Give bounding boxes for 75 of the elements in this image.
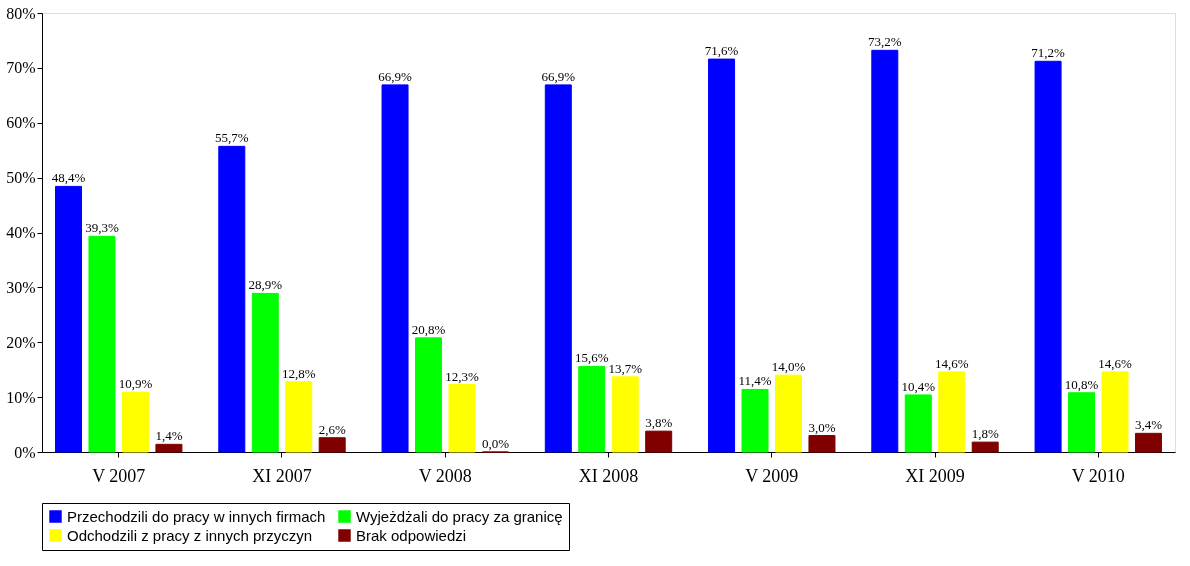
data-label: 12,3% [445, 368, 479, 384]
bar [1034, 60, 1062, 453]
bar [611, 376, 639, 453]
data-label: 0,0% [481, 436, 510, 451]
bar [88, 235, 116, 453]
bar [544, 84, 572, 453]
data-label: 14,0% [771, 359, 806, 375]
x-tick-label: XI 2008 [578, 465, 639, 486]
y-tick-label: 80% [6, 4, 36, 22]
bar [1101, 371, 1129, 453]
data-label: 66,9% [378, 68, 412, 84]
bar [971, 441, 999, 453]
bar [1134, 432, 1162, 453]
bar [285, 381, 313, 453]
y-tick-label: 10% [6, 388, 36, 406]
bar [871, 49, 899, 453]
bar [448, 384, 476, 453]
y-tick-label: 30% [6, 278, 36, 296]
data-label: 71,6% [704, 43, 739, 59]
data-label: 55,7% [214, 130, 249, 146]
data-label: 13,7% [608, 360, 643, 376]
y-tick-label: 50% [6, 169, 36, 187]
bar [155, 443, 183, 453]
bar [904, 394, 932, 453]
data-label: 11,4% [738, 373, 772, 389]
data-label: 10,8% [1064, 376, 1099, 392]
data-label: 71,2% [1031, 45, 1066, 61]
data-label: 3,0% [808, 419, 836, 435]
x-tick-label: XI 2007 [252, 465, 312, 486]
legend-label: Odchodzili z pracy z innych przyczyn [67, 526, 313, 544]
bar [741, 388, 769, 453]
bar [708, 58, 736, 453]
bar [938, 371, 966, 453]
x-tick-label: V 2010 [1071, 465, 1125, 486]
bar [218, 145, 246, 453]
data-label: 20,8% [411, 321, 446, 337]
bar [318, 437, 346, 453]
bar [808, 435, 836, 453]
bar [645, 430, 673, 453]
bar [415, 337, 443, 453]
data-label: 66,9% [541, 68, 576, 84]
legend-label: Wyjeżdżali do pracy za granicę [356, 507, 563, 525]
data-label: 3,4% [1134, 417, 1163, 433]
bar [121, 391, 149, 453]
data-label: 39,3% [85, 220, 119, 236]
bar [578, 365, 606, 453]
x-tick-label: V 2009 [745, 465, 799, 486]
data-label: 2,6% [318, 421, 346, 437]
bar [1068, 392, 1096, 453]
bar [251, 292, 279, 453]
bar [55, 185, 83, 453]
data-label: 28,9% [248, 277, 283, 293]
bar [381, 84, 409, 453]
y-tick-label: 40% [6, 224, 36, 241]
x-tick-label: V 2008 [418, 465, 472, 486]
y-tick-label: 20% [6, 333, 36, 351]
data-label: 10,9% [118, 376, 153, 392]
y-tick-label: 70% [6, 59, 36, 77]
x-tick-label: XI 2009 [905, 465, 965, 486]
data-label: 15,6% [574, 350, 609, 366]
y-tick-label: 60% [6, 114, 36, 132]
data-label: 14,6% [934, 355, 969, 371]
data-label: 1,8% [971, 426, 999, 442]
bar [774, 374, 802, 453]
data-label: 3,8% [645, 415, 673, 431]
data-label: 14,6% [1098, 355, 1132, 371]
data-label: 10,4% [901, 378, 936, 394]
data-label: 73,2% [868, 34, 902, 50]
data-label: 48,4% [51, 170, 86, 186]
data-label: 1,4% [155, 428, 183, 444]
legend-label: Przechodzili do pracy w innych firmach [67, 507, 326, 525]
x-tick-label: V 2007 [92, 465, 146, 486]
y-tick-label: 0% [14, 443, 36, 461]
data-label: 12,8% [281, 365, 316, 381]
legend-label: Brak odpowiedzi [356, 526, 467, 544]
